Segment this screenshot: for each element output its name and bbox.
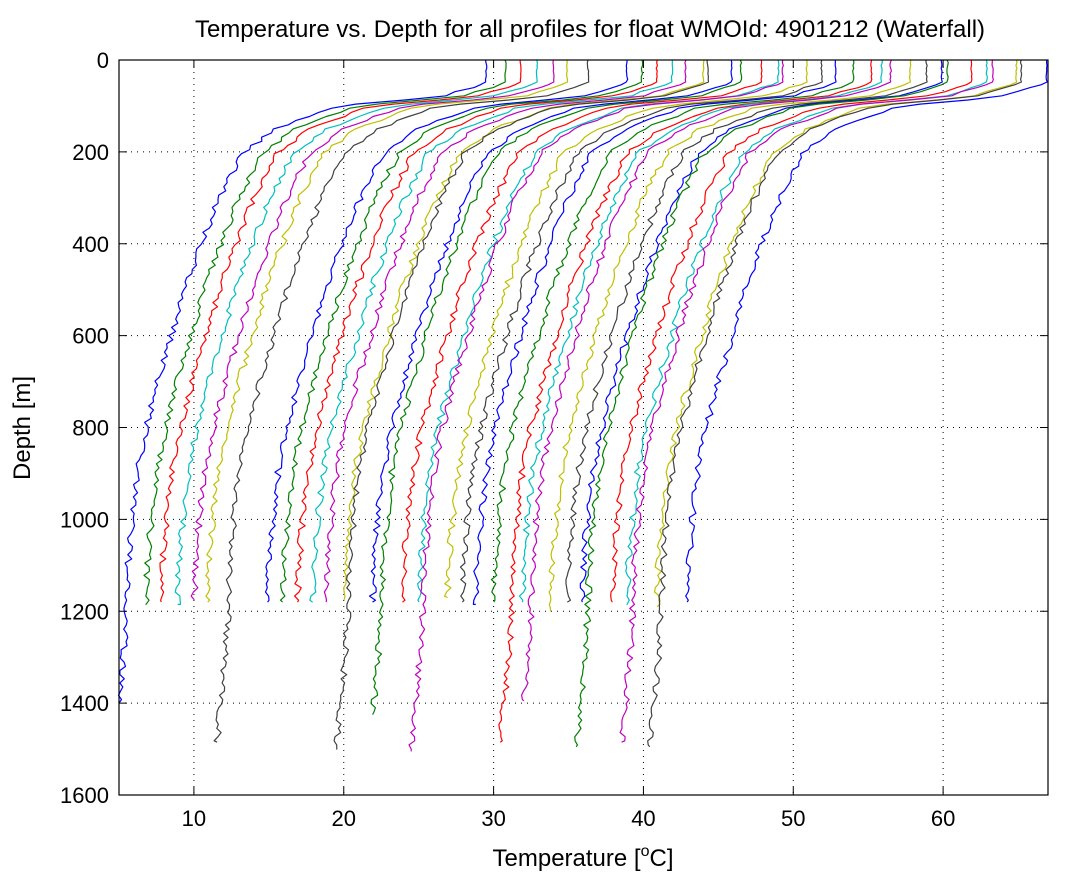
profile-line-5 (190, 59, 555, 601)
y-tick-label-400: 400 (72, 232, 109, 257)
profile-line-9 (279, 59, 644, 603)
profile-line-30 (574, 59, 949, 748)
profile-line-7 (213, 59, 590, 743)
profile-line-32 (624, 59, 988, 605)
x-tick-label-60: 60 (931, 806, 955, 831)
profile-line-27 (548, 59, 912, 612)
profile-line-1 (117, 59, 488, 704)
profile-line-22 (472, 59, 837, 605)
x-tick-label-50: 50 (781, 806, 805, 831)
profile-line-8 (264, 59, 629, 603)
y-tick-label-200: 200 (72, 140, 109, 165)
profile-line-6 (205, 59, 569, 603)
y-tick-label-1400: 1400 (60, 691, 109, 716)
y-tick-label-1200: 1200 (60, 599, 109, 624)
x-axis-label-degree: o (641, 843, 650, 860)
profile-line-23 (490, 59, 855, 603)
y-tick-label-1000: 1000 (60, 507, 109, 532)
x-tick-label-40: 40 (631, 806, 655, 831)
profile-line-11 (309, 59, 674, 603)
profile-line-26 (521, 59, 892, 702)
profile-line-3 (159, 59, 522, 603)
profile-line-2 (143, 59, 507, 605)
y-tick-label-800: 800 (72, 416, 109, 441)
profile-line-19 (408, 59, 784, 752)
profile-line-36 (685, 59, 1048, 603)
profile-line-28 (565, 59, 928, 603)
profile-line-35 (647, 59, 1023, 748)
profile-line-10 (294, 59, 658, 603)
profile-line-14 (333, 59, 710, 750)
profile-line-13 (343, 59, 705, 600)
x-axis-label: Temperature [oC] (493, 843, 674, 872)
chart-title: Temperature vs. Depth for all profiles f… (195, 16, 985, 43)
profile-line-20 (443, 59, 808, 599)
x-axis-label-main: Temperature [ (493, 845, 641, 872)
profile-line-4 (174, 59, 538, 605)
y-axis-ticks: 0 200 400 600 800 1000 1200 1400 1600 (60, 48, 1048, 808)
x-tick-label-20: 20 (332, 806, 356, 831)
profile-lines (117, 59, 1048, 752)
y-tick-label-600: 600 (72, 324, 109, 349)
profile-line-34 (654, 59, 1018, 608)
x-axis-ticks: 10 20 30 40 50 60 (182, 60, 955, 831)
y-axis-label: Depth [m] (9, 376, 36, 480)
x-tick-label-10: 10 (182, 806, 206, 831)
profile-line-17 (401, 59, 763, 603)
x-axis-label-unit: C] (649, 845, 673, 872)
y-tick-label-1600: 1600 (60, 783, 109, 808)
profile-line-31 (610, 59, 973, 603)
profile-line-33 (619, 59, 994, 743)
y-tick-label-0: 0 (97, 48, 109, 73)
x-tick-label-30: 30 (481, 806, 505, 831)
profile-line-25 (518, 60, 883, 603)
profile-line-15 (368, 59, 733, 603)
profile-line-12 (323, 59, 687, 603)
profile-line-24 (498, 59, 873, 743)
profile-line-29 (579, 59, 943, 603)
profile-line-21 (459, 59, 823, 603)
profile-line-16 (370, 59, 743, 715)
profile-line-18 (417, 59, 780, 603)
